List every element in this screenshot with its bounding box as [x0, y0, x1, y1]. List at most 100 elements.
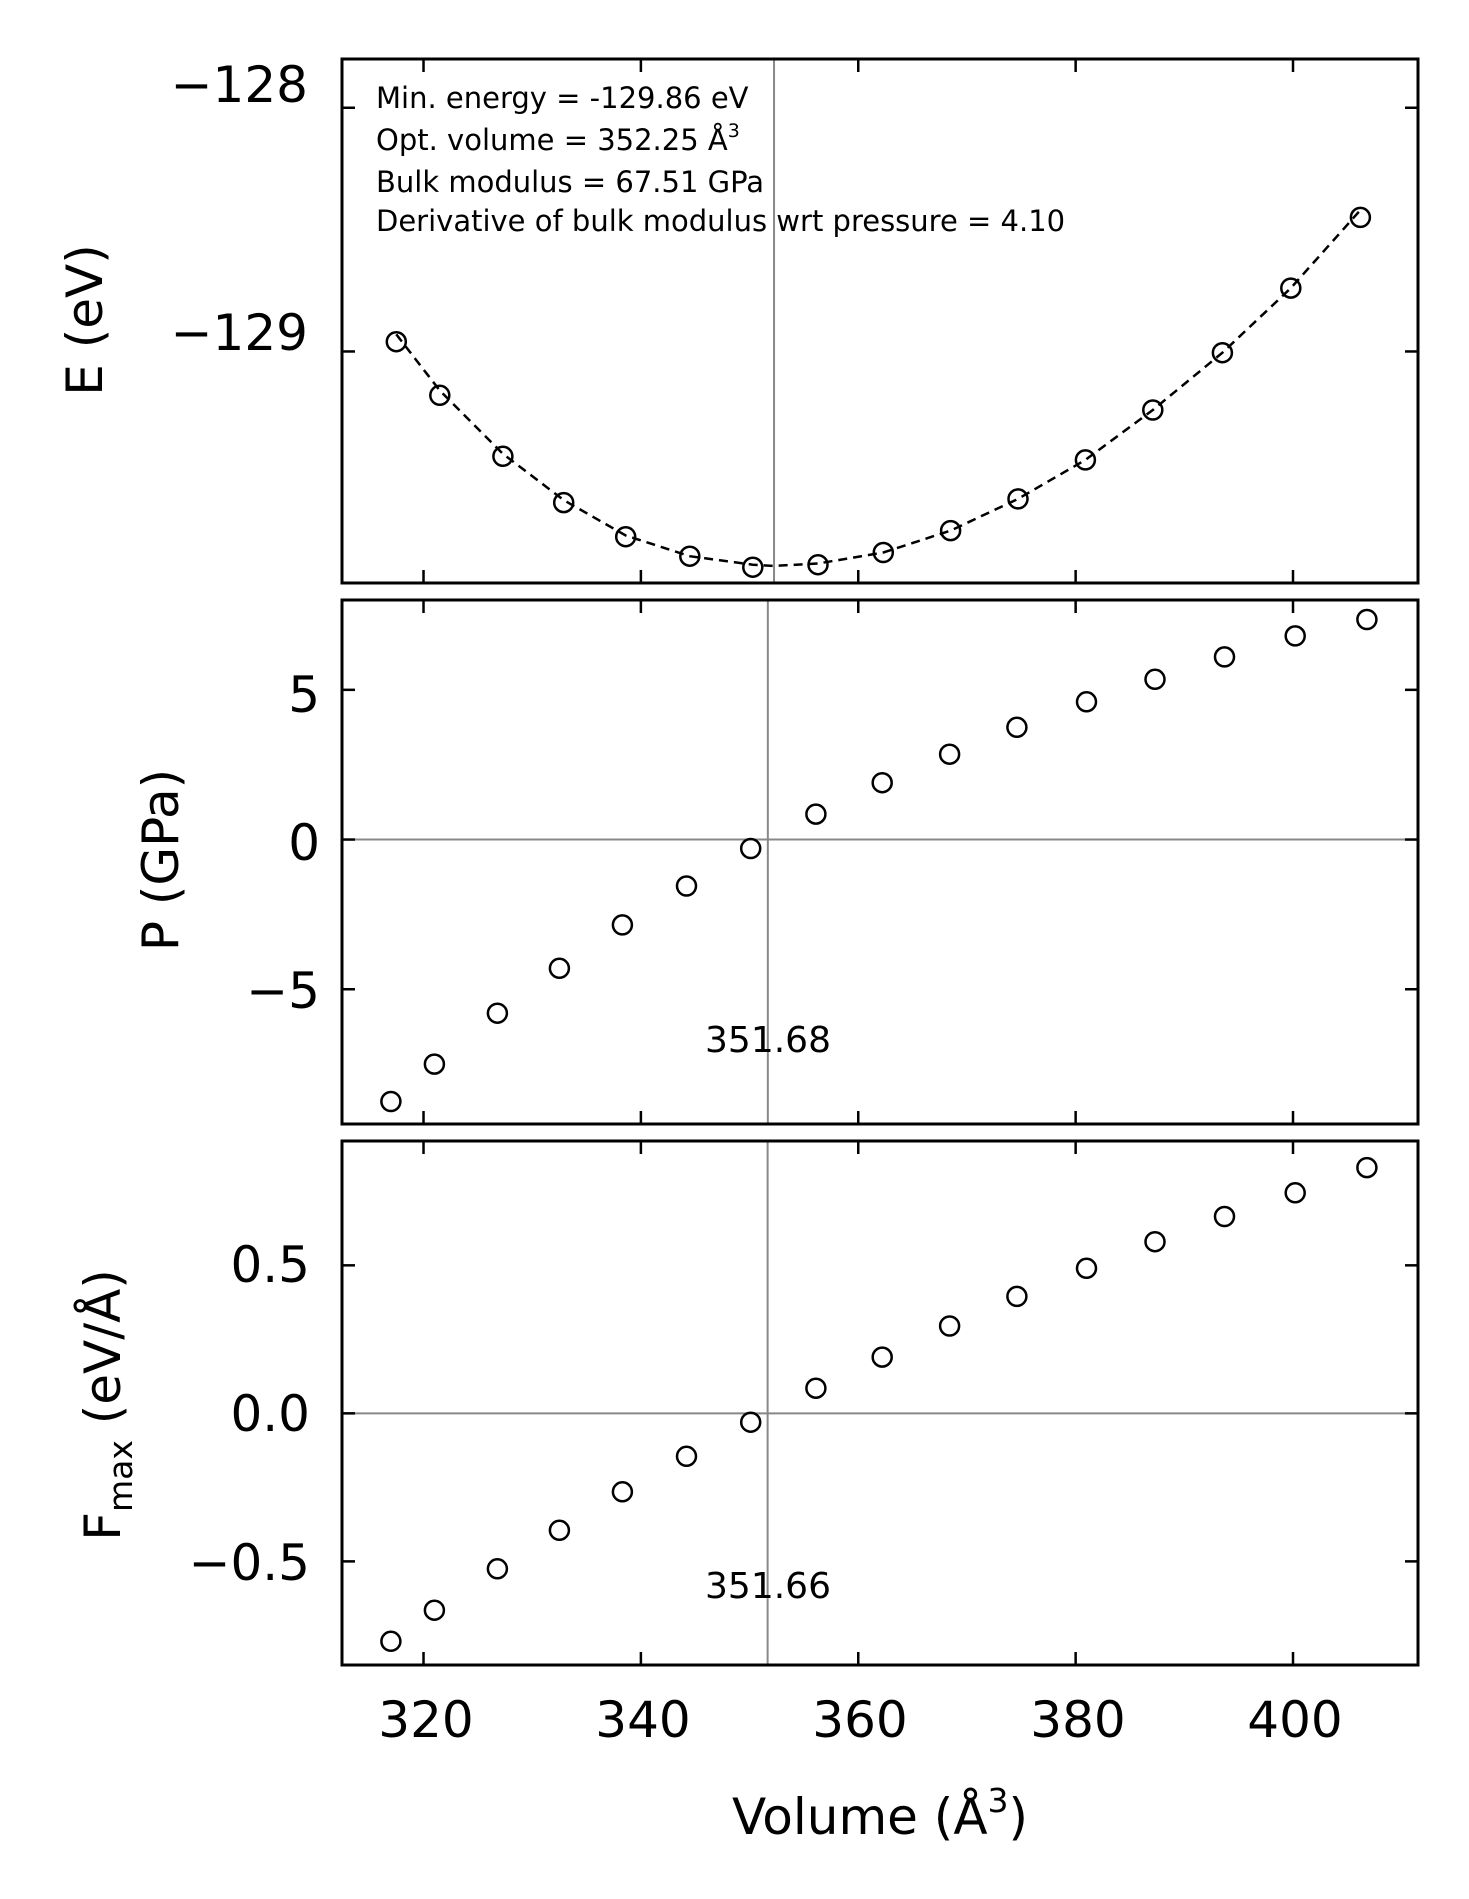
force-data-point: [739, 1411, 762, 1433]
energy-points: [385, 206, 1372, 578]
xtick-label: 400: [1247, 1691, 1342, 1749]
force-data-point: [805, 1377, 827, 1399]
pressure-data-point: [1144, 668, 1166, 691]
ytick-label: −0.5: [189, 1534, 310, 1592]
force-data-point: [1144, 1230, 1166, 1253]
energy-ytick-labels: −128 −129: [171, 56, 308, 362]
energy-data-point: [1349, 206, 1372, 229]
energy-annotations: Min. energy = -129.86 eV Opt. volume = 3…: [376, 81, 1065, 238]
energy-data-point: [1280, 277, 1302, 299]
pressure-data-point: [938, 743, 961, 765]
xtick-label: 360: [812, 1691, 907, 1749]
annotation-bulk-modulus: Bulk modulus = 67.51 GPa: [376, 165, 764, 199]
force-y-axis-label-unit: (eV/Å): [74, 1269, 132, 1440]
force-data-point: [675, 1445, 698, 1468]
force-y-axis-label: Fmax (eV/Å): [74, 1269, 140, 1541]
pressure-data-point: [380, 1090, 402, 1113]
force-data-point: [611, 1481, 634, 1503]
pressure-panel: 5 0 −5 P (GPa) 351.68: [132, 598, 1420, 1126]
energy-data-point: [429, 384, 451, 407]
force-data-point: [1213, 1205, 1236, 1228]
pressure-data-point: [611, 914, 634, 936]
pressure-data-point: [805, 803, 827, 825]
ytick-label: 0: [288, 814, 320, 872]
force-panel: 0.5 0.0 −0.5 Fmax (eV/Å) 351.66 320 340 …: [74, 1139, 1420, 1846]
pressure-data-point: [871, 771, 893, 794]
force-points: [380, 1156, 1378, 1653]
pressure-y-axis-label: P (GPa): [132, 769, 190, 951]
force-data-point: [548, 1519, 571, 1542]
force-data-point: [1075, 1257, 1098, 1280]
pressure-ticks: [342, 600, 1418, 1124]
annotation-min-energy: Min. energy = -129.86 eV: [376, 81, 749, 115]
energy-axes-frame: [340, 57, 1420, 585]
force-axes-frame: [340, 1139, 1420, 1667]
pressure-data-point: [423, 1053, 446, 1075]
ytick-label: −5: [246, 962, 320, 1020]
pressure-data-point: [1356, 608, 1378, 631]
energy-data-point: [872, 541, 895, 564]
annotation-opt-volume-text: Opt. volume = 352.25 Å: [376, 123, 728, 157]
pressure-data-point: [548, 957, 571, 980]
pressure-points: [380, 608, 1378, 1113]
pressure-ytick-labels: 5 0 −5: [246, 666, 320, 1020]
energy-data-point: [385, 330, 408, 353]
energy-panel: −128 −129 E (eV) Min. energy = -129.86 e…: [56, 56, 1420, 585]
energy-fit-line: [395, 209, 1362, 568]
energy-data-point: [1007, 488, 1029, 510]
pressure-data-point: [1284, 625, 1306, 647]
energy-data-point: [1211, 341, 1234, 364]
pressure-axes-frame: [340, 598, 1420, 1126]
energy-y-axis-label: E (eV): [56, 244, 114, 395]
pressure-data-point: [486, 1002, 509, 1024]
force-guides: [342, 1141, 1418, 1665]
force-vline-label: 351.66: [705, 1566, 831, 1607]
energy-data-point: [1142, 399, 1164, 421]
x-axis-label-text: Volume (Å: [732, 1788, 988, 1846]
xtick-label: 380: [1030, 1691, 1125, 1749]
energy-data-point: [492, 445, 514, 468]
ytick-label: −128: [171, 56, 308, 114]
force-xtick-labels: 320 340 360 380 400: [378, 1691, 1342, 1749]
pressure-data-point: [675, 875, 698, 897]
pressure-data-point: [1213, 646, 1236, 668]
force-ticks: [342, 1141, 1418, 1665]
force-ytick-labels: 0.5 0.0 −0.5: [189, 1236, 310, 1592]
force-data-point: [1006, 1285, 1028, 1308]
energy-data-point: [742, 556, 764, 578]
pressure-data-point: [1006, 716, 1028, 739]
xtick-label: 340: [595, 1691, 690, 1749]
force-data-point: [1356, 1156, 1378, 1179]
force-data-point: [486, 1558, 509, 1580]
energy-data-point: [807, 553, 829, 576]
ytick-label: 5: [288, 666, 320, 724]
force-y-axis-label-subscript: max: [101, 1440, 140, 1512]
annotation-bulk-modulus-derivative: Derivative of bulk modulus wrt pressure …: [376, 204, 1065, 238]
energy-data-point: [1074, 449, 1097, 471]
xtick-label: 320: [378, 1691, 473, 1749]
force-data-point: [380, 1630, 402, 1653]
energy-data-point: [552, 491, 575, 514]
pressure-data-point: [739, 837, 762, 860]
force-data-point: [871, 1346, 893, 1368]
x-axis-label-close: ): [1009, 1788, 1029, 1846]
pressure-data-point: [1075, 691, 1098, 713]
energy-data-point: [939, 519, 962, 542]
force-y-axis-label-main: F: [74, 1512, 132, 1541]
x-axis-label: Volume (Å3): [732, 1781, 1028, 1846]
force-data-point: [938, 1315, 961, 1337]
ytick-label: 0.0: [230, 1385, 310, 1443]
pressure-vline-label: 351.68: [705, 1020, 831, 1061]
ytick-label: −129: [171, 304, 308, 362]
energy-ticks: [342, 59, 1418, 583]
energy-data-point: [614, 525, 637, 548]
ytick-label: 0.5: [230, 1236, 310, 1294]
annotation-opt-volume: Opt. volume = 352.25 Å3: [376, 120, 740, 157]
energy-data-point: [679, 545, 701, 567]
x-axis-label-superscript: 3: [988, 1781, 1009, 1820]
pressure-guides: [342, 600, 1418, 1124]
force-data-point: [1284, 1182, 1306, 1204]
annotation-opt-volume-superscript: 3: [728, 120, 740, 142]
